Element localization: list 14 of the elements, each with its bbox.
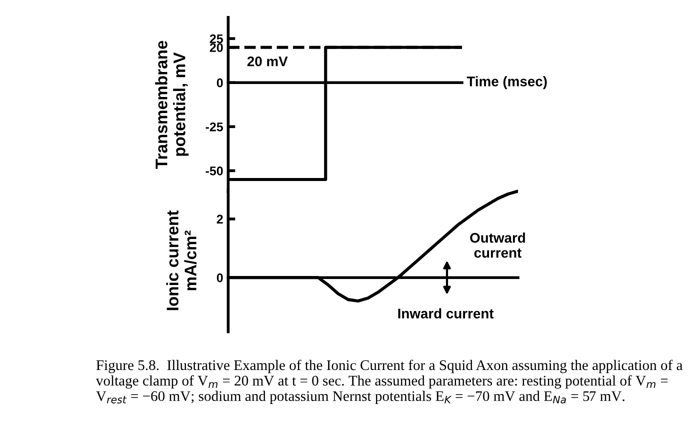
- ref-line-label: 20 mV: [247, 56, 288, 66]
- y-tick-label: -25: [206, 122, 223, 132]
- y-tick-label: 25: [210, 34, 223, 44]
- y-tick-label: 20: [210, 43, 223, 52]
- x-axis-title: Time (msec): [466, 76, 547, 90]
- y-tick-label: 0: [216, 273, 223, 282]
- y-axis-title: Transmembrane potential, mV: [155, 40, 189, 169]
- annotation: Inward current: [398, 308, 494, 318]
- y-tick-label: 0: [216, 78, 223, 88]
- annotation: Outward current: [470, 232, 525, 258]
- text: Figure 5.8. Illustrative Example of the Ionic Current for a Squid Axon assuming the application of a voltage clamp of V$_{m}$ = 20 mV at t = 0 sec. The assumed parameters are: resting potential of V$_{m}$ = V$_{rest}$ = −60 mV; sodium and potassium Nernst potentials E$_{K}$ = −70 mV and E$_{Na}$ = 57 mV.: [96, 360, 683, 404]
- y-tick-label: 2: [216, 214, 223, 224]
- y-axis-title: Ionic current mA/cm²: [166, 210, 197, 310]
- y-tick-label: -50: [206, 166, 223, 176]
